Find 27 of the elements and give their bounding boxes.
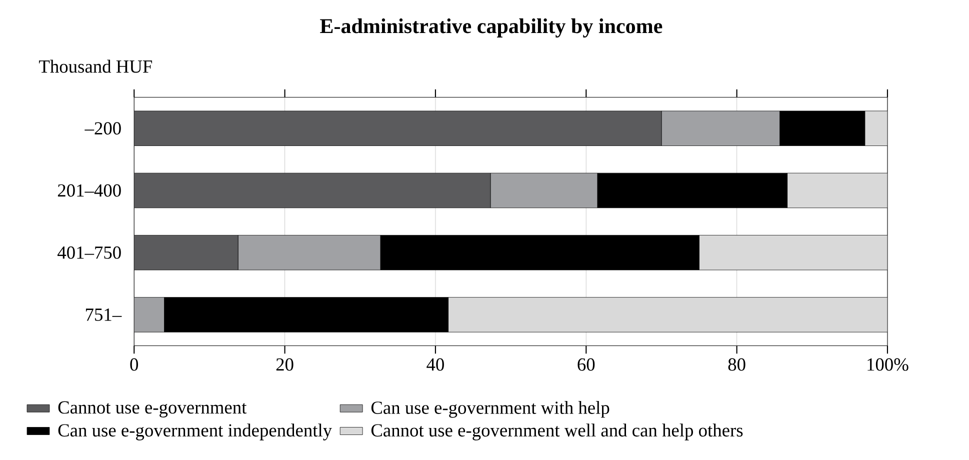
bar bbox=[448, 297, 888, 332]
chart-title: E-administrative capability by income bbox=[320, 18, 662, 38]
y-tick-label: –200 bbox=[84, 122, 121, 134]
bar bbox=[134, 234, 238, 270]
bar bbox=[698, 234, 888, 270]
bar bbox=[661, 110, 780, 146]
x-tick-label: 20 bbox=[276, 358, 294, 371]
bar bbox=[238, 234, 381, 270]
legend-label: Cannot use e-government bbox=[58, 401, 247, 418]
x-tick-label: 60 bbox=[578, 358, 595, 371]
bar bbox=[134, 110, 662, 146]
y-tick-label: 401–750 bbox=[58, 246, 121, 259]
bar bbox=[787, 172, 888, 208]
x-tick-label: 80 bbox=[728, 358, 746, 371]
bar bbox=[134, 172, 491, 208]
x-tick-label: 0 bbox=[130, 358, 138, 371]
legend-label: Can use e-government independently bbox=[58, 424, 332, 440]
bar bbox=[864, 110, 888, 146]
x-tick-label: 100% bbox=[868, 358, 908, 371]
y-axis-title: Thousand HUF bbox=[39, 60, 152, 73]
x-tick-label: 40 bbox=[426, 358, 444, 371]
legend-label: Cannot use e-government well and can help others bbox=[371, 424, 743, 440]
bar bbox=[134, 297, 164, 332]
y-tick-label: 201–400 bbox=[58, 184, 121, 197]
y-tick-label: 751– bbox=[86, 308, 122, 321]
legend-label: Can use e-government with help bbox=[371, 400, 610, 418]
bar bbox=[490, 172, 598, 208]
